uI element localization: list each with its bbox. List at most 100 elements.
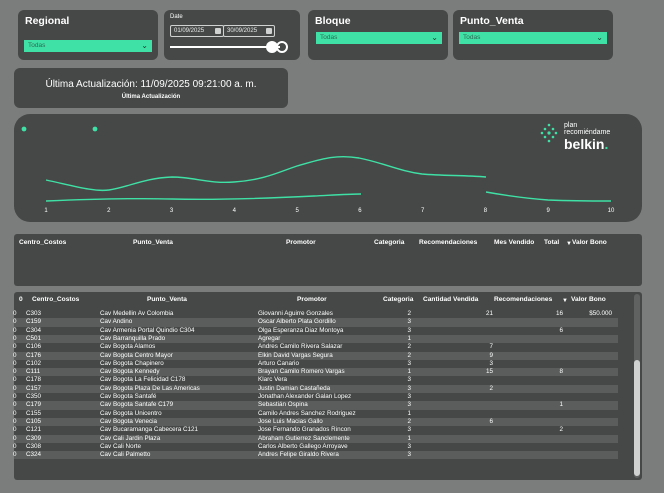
update-card-value: Última Actualización: 11/09/2025 09:21:0… (45, 79, 257, 90)
cell-row-flag: 0 (13, 426, 17, 434)
cell-row-flag: 0 (13, 326, 17, 334)
cell-centro-costos: C304 (26, 326, 42, 334)
detail-header-0[interactable]: 0 (19, 296, 23, 303)
cell-promotor: Camilo Andres Sanchez Rodriguez (258, 409, 356, 417)
sort-desc-icon[interactable]: ▼ (566, 241, 572, 247)
detail-header-promotor[interactable]: Promotor (297, 296, 327, 303)
cell-promotor: Arturo Canario (258, 359, 299, 367)
date-range-slider-handle[interactable] (266, 41, 278, 53)
calendar-icon (266, 28, 272, 34)
x-tick-label: 9 (547, 208, 551, 214)
detail-header-categoria[interactable]: Categoria (383, 296, 414, 303)
cell-categoria: 2 (407, 417, 411, 425)
scrollbar-thumb[interactable] (634, 360, 640, 476)
date-range-slider-track[interactable] (170, 46, 280, 48)
bloque-title: Bloque (315, 15, 351, 27)
cell-categoria: 2 (407, 351, 411, 359)
cell-punto-venta: Cav Bogota Centro Mayor (100, 351, 173, 359)
date-slicer: Date 01/09/2025 30/09/2025 (164, 10, 300, 60)
scrollbar-track[interactable] (634, 294, 640, 478)
regional-slicer: Regional Todas ⌄ (18, 10, 158, 60)
table-row[interactable]: 0 C105 Cav Bogota Venecia Jose Luis Macias … (13, 417, 618, 427)
detail-header-valor-bono[interactable]: Valor Bono (571, 296, 606, 303)
date-start-value: 01/09/2025 (174, 28, 205, 34)
cell-categoria: 2 (407, 310, 411, 317)
series-line-1[interactable] (45, 156, 487, 192)
summary-header-punto-venta[interactable]: Punto_Venta (133, 239, 173, 246)
cell-recomendaciones: 16 (555, 310, 563, 317)
cell-promotor: Carlos Alberto Gallego Arroyave (258, 442, 348, 450)
cell-cantidad-vendida: 6 (489, 417, 493, 425)
cell-row-flag: 0 (13, 359, 17, 367)
detail-header-recomendaciones[interactable]: Recomendaciones (494, 296, 553, 303)
cell-categoria: 1 (407, 434, 411, 442)
table-row[interactable]: 0 C102 Cav Bogota Chapinero Arturo Canario 3… (13, 359, 618, 368)
regional-dropdown[interactable]: Todas ⌄ (24, 40, 152, 52)
table-row[interactable]: 0 C176 Cav Bogota Centro Mayor Elkin David … (13, 351, 618, 360)
x-tick-label: 4 (233, 208, 237, 214)
table-row[interactable]: 0 C157 Cav Bogota Plaza De Las Americas Jus… (13, 384, 618, 393)
cell-categoria: 3 (407, 359, 411, 367)
bloque-slicer: Bloque Todas ⌄ (308, 10, 448, 60)
series-line-1-segment[interactable] (485, 191, 612, 202)
date-start-input[interactable]: 01/09/2025 (170, 25, 224, 37)
cell-punto-venta: Cav Andino (100, 318, 133, 326)
x-tick-label: 8 (484, 208, 488, 214)
table-row[interactable]: 0 C155 Cav Bogota Unicentro Camilo Andres S… (13, 409, 618, 418)
table-row[interactable]: 0 C106 Cav Bogota Alamos Andres Camilo Rive… (13, 343, 618, 351)
cell-categoria: 3 (407, 318, 411, 326)
summary-header-recomendaciones[interactable]: Recomendaciones (419, 239, 478, 246)
punto-venta-dropdown[interactable]: Todas ⌄ (459, 32, 607, 44)
cell-promotor: Jose Luis Macias Gallo (258, 417, 323, 425)
cell-categoria: 3 (407, 376, 411, 384)
cell-recomendaciones: 6 (559, 326, 563, 334)
bloque-dropdown[interactable]: Todas ⌄ (316, 32, 442, 44)
cell-promotor: Justin Damian Castañeda (258, 384, 331, 392)
detail-header-centro-costos[interactable]: Centro_Costos (32, 296, 80, 303)
table-row[interactable]: 0 C178 Cav Bogota La Felicidad C178 Klarc V… (13, 376, 618, 384)
table-row[interactable]: 0 C159 Cav Andino Oscar Alberto Plata Gordi… (13, 318, 618, 327)
cell-categoria: 3 (407, 426, 411, 434)
table-row[interactable]: 0 C304 Cav Armenia Portal Quindio C304 Olga… (13, 326, 618, 335)
table-row[interactable]: 0 C501 Cav Barranquilla Prado Agregar 1 (13, 334, 618, 344)
chevron-down-icon: ⌄ (596, 33, 603, 42)
table-row[interactable]: 0 C309 Cav Cali Jardin Plaza Abraham Gutier… (13, 434, 618, 443)
cell-recomendaciones: 2 (559, 426, 563, 434)
summary-header-promotor[interactable]: Promotor (286, 239, 316, 246)
summary-header-mes-vendido[interactable]: Mes Vendido (494, 239, 535, 246)
table-row[interactable]: 0 C111 Cav Bogota Kennedy Brayan Camilo Rom… (13, 368, 618, 377)
cell-row-flag: 0 (13, 368, 17, 376)
cell-row-flag: 0 (13, 401, 17, 409)
table-row[interactable]: 0 C121 Cav Bucaramanga Cabecera C121 Jose F… (13, 426, 618, 434)
cell-centro-costos: C178 (26, 376, 42, 384)
punto-venta-title: Punto_Venta (460, 15, 524, 27)
series-line-2[interactable] (45, 193, 362, 202)
summary-header-categoria[interactable]: Categoria (374, 239, 405, 246)
date-end-input[interactable]: 30/09/2025 (223, 25, 275, 37)
summary-header-valor-bono[interactable]: Valor Bono (572, 239, 607, 246)
logo-dots-icon (540, 123, 558, 143)
logo-line1: plan (564, 122, 578, 129)
summary-header-total[interactable]: Total (544, 239, 560, 246)
cell-punto-venta: Cav Bogota Alamos (100, 343, 156, 351)
calendar-icon (215, 28, 221, 34)
punto-venta-slicer: Punto_Venta Todas ⌄ (453, 10, 613, 60)
table-row[interactable]: 0 C308 Cav Cali Norte Carlos Alberto Galleg… (13, 442, 618, 451)
summary-header-centro-costos[interactable]: Centro_Costos (19, 239, 67, 246)
cell-centro-costos: C308 (26, 442, 42, 450)
logo-brand-text: belkin (564, 136, 605, 152)
cell-row-flag: 0 (13, 434, 17, 442)
cell-centro-costos: C102 (26, 359, 42, 367)
cell-recomendaciones: 8 (559, 368, 563, 376)
cell-punto-venta: Cav Bogota Plaza De Las Americas (100, 384, 200, 392)
cell-punto-venta: Cav Cali Jardin Plaza (100, 434, 161, 442)
sort-desc-icon[interactable]: ▼ (562, 298, 568, 304)
table-row[interactable]: 0 C179 Cav Bogota Santafe C179 Sebastián Os… (13, 401, 618, 410)
detail-header-cantidad-vendida[interactable]: Cantidad Vendida (423, 296, 479, 303)
table-row[interactable]: 0 C350 Cav Bogota Santafé Jonathan Alexande… (13, 393, 618, 401)
table-row[interactable]: 0 C324 Cav Cali Palmetto Andres Felipe Gira… (13, 451, 618, 460)
table-row[interactable]: 0 C303 Cav Medellin Av Colombia Giovanni Ag… (13, 310, 618, 318)
legend-marker[interactable] (21, 126, 27, 132)
detail-header-punto-venta[interactable]: Punto_Venta (147, 296, 187, 303)
legend-marker[interactable] (92, 126, 98, 132)
